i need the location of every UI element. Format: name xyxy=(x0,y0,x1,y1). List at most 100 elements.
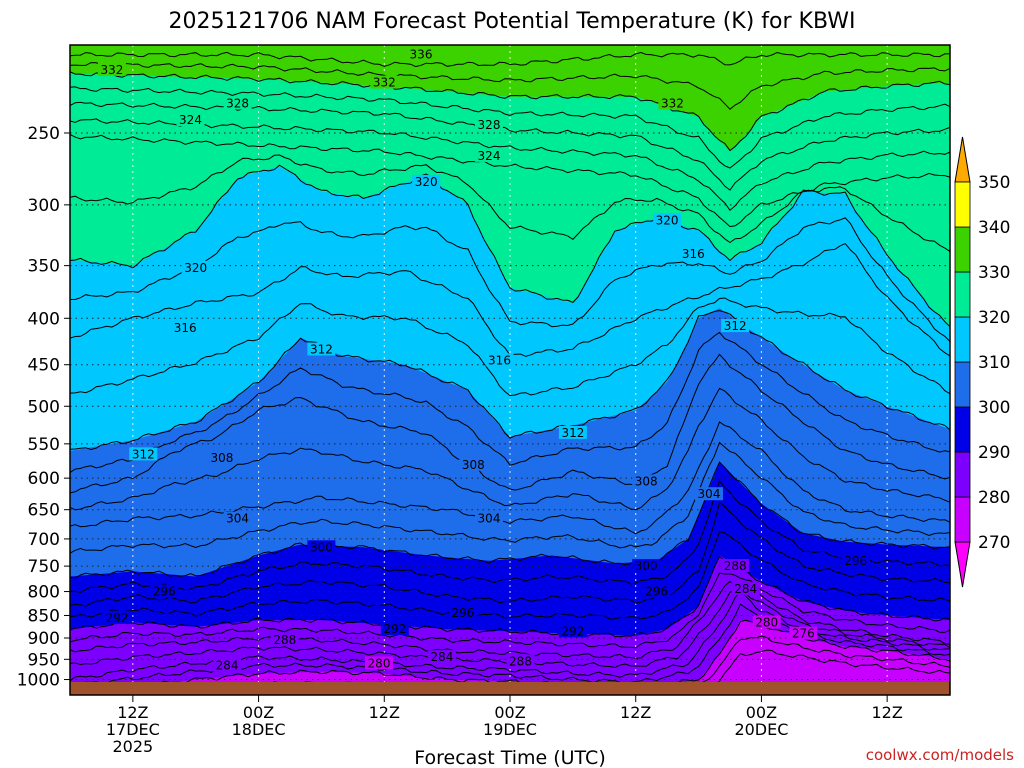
colorbar-label-310: 310 xyxy=(978,353,1010,373)
y-tick-label-950: 950 xyxy=(28,650,60,670)
svg-text:296: 296 xyxy=(844,554,867,568)
y-tick-label-900: 900 xyxy=(28,629,60,649)
contour-label-320: 320 xyxy=(181,260,210,275)
y-tick-label-550: 550 xyxy=(28,435,60,455)
svg-text:296: 296 xyxy=(153,585,176,599)
colorbar-segment-330 xyxy=(954,226,971,273)
svg-text:288: 288 xyxy=(724,559,747,573)
y-tick-label-750: 750 xyxy=(28,557,60,577)
svg-text:316: 316 xyxy=(174,321,197,335)
contour-label-292: 292 xyxy=(103,610,132,625)
y-tick-label-1000: 1000 xyxy=(17,671,60,691)
isentrope-330 xyxy=(70,86,950,169)
colorbar-segment-320 xyxy=(954,271,971,318)
x-tick-label-48-0: 00Z xyxy=(494,703,525,722)
isentrope-326 xyxy=(70,118,950,212)
y-tick-label-350: 350 xyxy=(28,257,60,277)
svg-text:296: 296 xyxy=(451,606,474,620)
contour-label-284: 284 xyxy=(213,658,242,673)
svg-text:304: 304 xyxy=(226,512,249,526)
svg-text:332: 332 xyxy=(373,76,396,90)
colorbar-label-300: 300 xyxy=(978,398,1010,418)
svg-text:280: 280 xyxy=(755,615,778,629)
isentrope-336 xyxy=(70,51,950,68)
terrain-band xyxy=(70,682,950,695)
isentrope-324 xyxy=(70,134,950,228)
isentrope-312 xyxy=(70,310,950,451)
svg-text:288: 288 xyxy=(273,633,296,647)
svg-text:312: 312 xyxy=(561,426,584,440)
contour-label-288: 288 xyxy=(270,633,299,647)
svg-text:332: 332 xyxy=(661,97,684,111)
colorbar: 270 280 290 300 310 320 330 340 350 xyxy=(954,136,1010,588)
contour-label-288: 288 xyxy=(506,654,535,668)
y-tick-label-700: 700 xyxy=(28,530,60,550)
isentrope-302 xyxy=(70,441,950,554)
y-tick-label-650: 650 xyxy=(28,501,60,521)
contour-label-336: 336 xyxy=(407,47,435,62)
svg-text:308: 308 xyxy=(635,474,658,488)
x-tick-label-24-1: 18DEC xyxy=(232,720,286,739)
isentrope-310 xyxy=(70,331,950,474)
svg-text:316: 316 xyxy=(682,247,705,261)
x-axis-label: Forecast Time (UTC) xyxy=(414,747,605,768)
colorbar-label-280: 280 xyxy=(978,488,1010,508)
x-tick-label-12-2: 2025 xyxy=(112,737,153,756)
svg-text:308: 308 xyxy=(462,458,485,472)
contour-label-328: 328 xyxy=(223,96,252,111)
colorbar-label-330: 330 xyxy=(978,263,1010,283)
contour-label-288: 288 xyxy=(721,559,750,573)
isentrope-296 xyxy=(70,501,950,607)
svg-text:280: 280 xyxy=(368,656,391,670)
colorbar-segment-300 xyxy=(954,361,971,408)
svg-text:284: 284 xyxy=(734,582,757,596)
colorbar-segment-280 xyxy=(954,451,971,498)
x-tick-label-48-1: 19DEC xyxy=(483,720,537,739)
colorbar-top-arrow xyxy=(954,136,971,183)
contour-label-320: 320 xyxy=(412,174,441,189)
contour-label-312: 312 xyxy=(558,425,587,440)
contour-label-276: 276 xyxy=(789,626,818,641)
contour-label-316: 316 xyxy=(485,353,514,367)
x-tick-label-84-0: 12Z xyxy=(871,703,902,722)
contour-label-332: 332 xyxy=(97,62,126,77)
x-tick-label-36-0: 12Z xyxy=(369,703,400,722)
svg-text:312: 312 xyxy=(310,343,333,357)
isentrope-306 xyxy=(70,387,950,511)
isentrope-320 xyxy=(70,164,950,328)
svg-text:284: 284 xyxy=(216,659,239,673)
contour-label-292: 292 xyxy=(380,622,409,636)
isentrope-308 xyxy=(70,353,950,494)
x-tick-label-72-0: 00Z xyxy=(746,703,777,722)
svg-text:320: 320 xyxy=(184,261,207,275)
contour-label-316: 316 xyxy=(171,321,200,335)
colorbar-segment-270 xyxy=(954,496,971,543)
colorbar-segment-310 xyxy=(954,316,971,363)
y-tick-label-600: 600 xyxy=(28,469,60,489)
colorbar-bottom-arrow xyxy=(954,541,971,588)
x-tick-label-60-0: 12Z xyxy=(620,703,651,722)
svg-text:328: 328 xyxy=(478,118,501,132)
contour-label-284: 284 xyxy=(427,650,456,664)
svg-text:284: 284 xyxy=(430,650,453,664)
chart-title: 2025121706 NAM Forecast Potential Temper… xyxy=(168,9,855,34)
svg-text:292: 292 xyxy=(383,622,406,636)
contour-label-304: 304 xyxy=(475,511,503,526)
y-tick-label-400: 400 xyxy=(28,309,60,329)
fill-above-332 xyxy=(70,45,950,152)
svg-text:304: 304 xyxy=(698,487,721,501)
contour-label-280: 280 xyxy=(365,656,393,670)
colorbar-label-320: 320 xyxy=(978,308,1010,328)
isentrope-328 xyxy=(70,101,950,191)
isentrope-288 xyxy=(70,580,950,659)
svg-text:276: 276 xyxy=(792,627,815,641)
isentrope-298 xyxy=(70,479,950,593)
isentrope-322 xyxy=(70,154,950,252)
isentrope-334 xyxy=(70,62,950,110)
contour-label-320: 320 xyxy=(653,213,682,227)
isentrope-300 xyxy=(70,461,950,579)
isentrope-292 xyxy=(70,555,950,638)
svg-text:300: 300 xyxy=(635,559,658,573)
